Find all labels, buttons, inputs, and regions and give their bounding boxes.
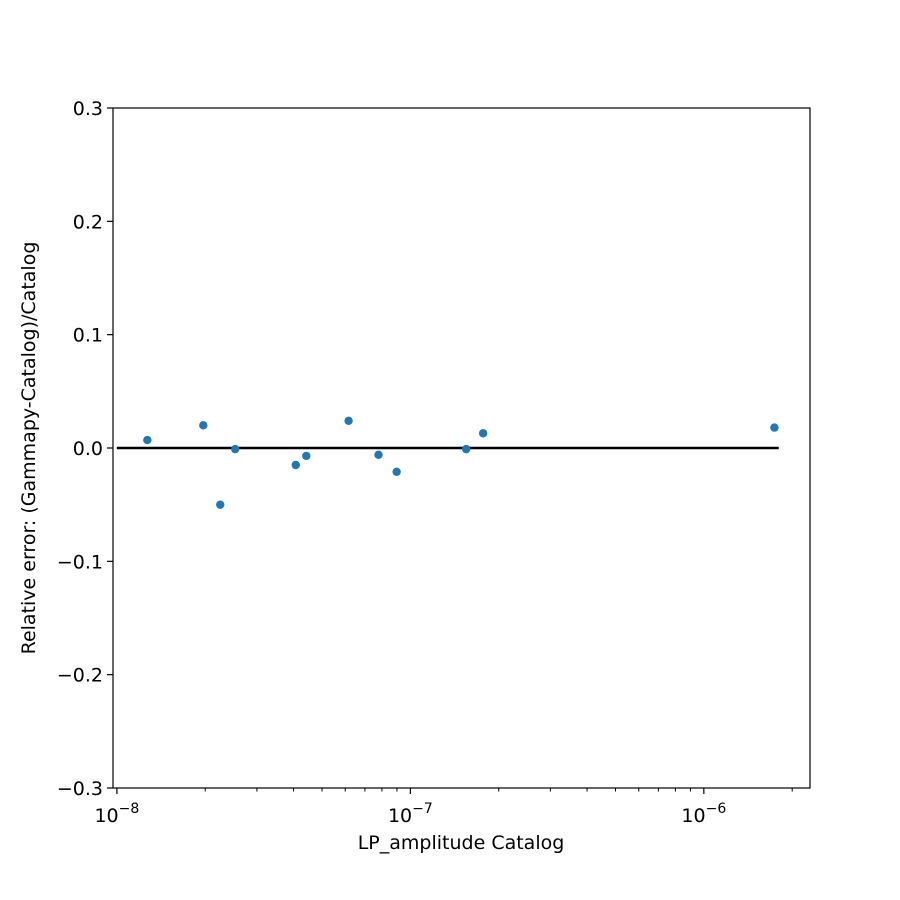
data-point	[462, 444, 471, 454]
data-point	[302, 451, 311, 461]
data-point	[143, 435, 152, 445]
x-tick-label-exponent: −6	[706, 801, 727, 817]
data-point	[770, 423, 779, 432]
x-tick-label-base: 10	[94, 805, 118, 827]
data-point	[392, 467, 401, 476]
plot-area	[116, 416, 779, 509]
y-tick-label: 0.1	[73, 325, 103, 347]
x-tick-label-exponent: −7	[412, 801, 433, 817]
x-tick-label: 10−8	[94, 801, 139, 827]
x-tick-label: 10−6	[681, 801, 726, 827]
x-tick-label-base: 10	[681, 805, 705, 827]
x-tick-label-exponent: −8	[119, 801, 140, 817]
y-tick-label: 0.3	[73, 98, 103, 120]
y-tick-label: 0.2	[73, 211, 103, 233]
data-point	[344, 416, 353, 425]
y-axis-label: Relative error: (Gammapy-Catalog)/Catalo…	[18, 242, 40, 655]
y-tick-label: −0.2	[57, 665, 103, 687]
axis-ticks: 0.30.20.10.0−0.1−0.2−0.310−8 10−7 10−6	[57, 98, 793, 827]
y-tick-label: −0.1	[57, 551, 103, 573]
data-point	[216, 500, 225, 509]
x-tick-label-base: 10	[388, 805, 412, 827]
data-point	[291, 460, 300, 470]
data-point	[478, 429, 488, 438]
data-point	[199, 421, 208, 430]
x-tick-label: 10−7	[388, 801, 433, 827]
data-point	[230, 444, 240, 454]
x-axis-label: LP_amplitude Catalog	[358, 832, 565, 854]
y-tick-label: 0.0	[73, 438, 103, 460]
data-point	[374, 450, 383, 459]
y-tick-label: −0.3	[57, 778, 103, 800]
